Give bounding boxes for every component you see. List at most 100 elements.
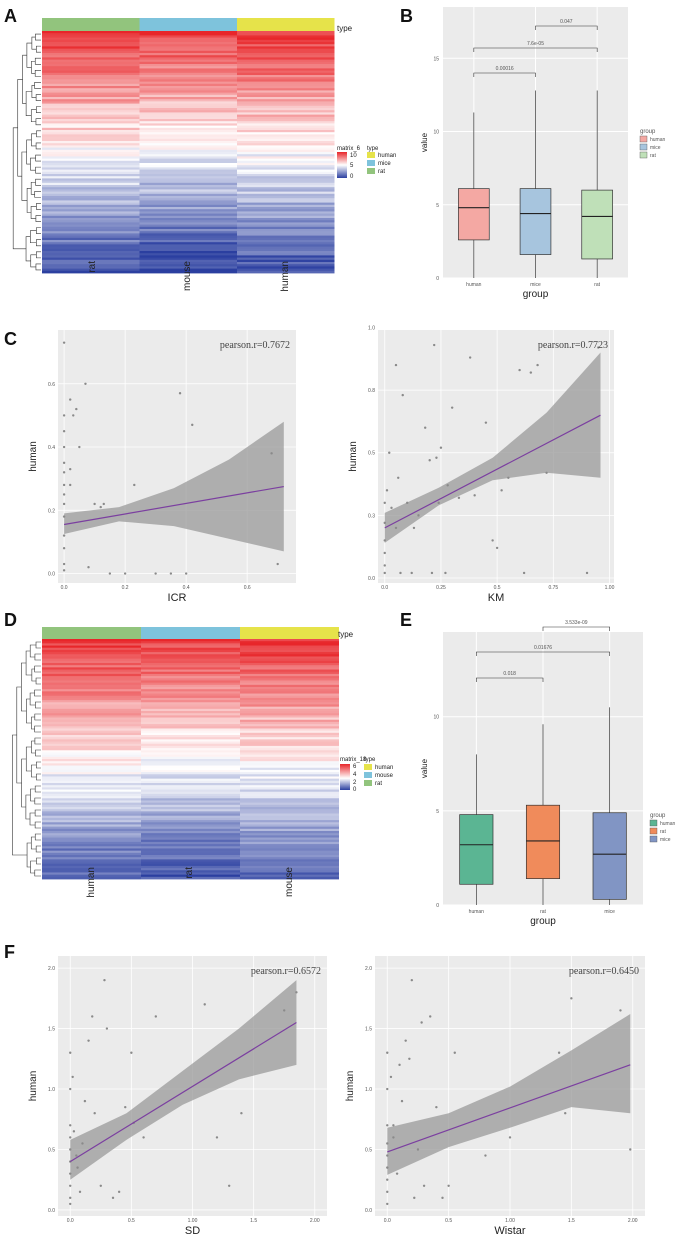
chart-E-pvalue: 0.01676 xyxy=(534,645,552,651)
chart-F1-pearson-annotation: pearson.r=0.6572 xyxy=(251,966,321,977)
chart-C2-ytick-label: 0.3 xyxy=(368,513,375,519)
chart-C1-point xyxy=(63,569,65,571)
heatA-dendro-branch xyxy=(22,152,27,200)
chart-C1-point xyxy=(109,572,111,574)
chart-F2-point xyxy=(386,1124,388,1126)
chart-F1-point xyxy=(71,1076,73,1078)
heatD-dendro-branch xyxy=(35,714,41,720)
chart-F2-point xyxy=(413,1197,415,1199)
heatA-dendro-branch xyxy=(31,61,35,73)
chart-F1-point xyxy=(100,1185,102,1187)
heatmap-a-colorbar xyxy=(337,152,347,178)
chart-F2-point xyxy=(396,1172,398,1174)
boxplot-b: 051015human mice rat0.000167.6e-050.047gro… xyxy=(420,7,666,300)
chart-C2-point xyxy=(402,394,404,396)
chart-C2-point xyxy=(431,572,433,574)
chart-C1-point xyxy=(63,547,65,549)
chart-F1-point xyxy=(87,1039,89,1041)
chart-C1-point xyxy=(270,452,272,454)
heatA-dendro-branch xyxy=(27,43,32,67)
chart-B-ylabel: value xyxy=(420,132,429,152)
heatA-dendro-branch xyxy=(35,34,41,40)
chart-F1-point xyxy=(69,1148,71,1150)
chart-F1-point xyxy=(283,1009,285,1011)
chart-F2-point xyxy=(386,1179,388,1181)
chart-C1-xtick-label: 0.6 xyxy=(244,585,251,591)
heatmap-d-legend-title: matrix_18 xyxy=(340,757,367,763)
chart-C2-ytick-label: 1.0 xyxy=(368,325,375,331)
chart-F1-point xyxy=(73,1130,75,1132)
heatA-dendro-branch xyxy=(36,107,41,113)
chart-F2-ytick-label: 0.0 xyxy=(365,1208,372,1214)
chart-F1-ytick-label: 2.0 xyxy=(48,966,55,972)
chart-F1-point xyxy=(76,1166,78,1168)
heatA-dendro-branch xyxy=(36,228,41,234)
chart-C2-point xyxy=(536,364,538,366)
chart-C2-point xyxy=(395,527,397,529)
chart-F2-point xyxy=(558,1052,560,1054)
heatD-dendro-branch xyxy=(35,726,41,732)
chart-C2-point xyxy=(386,489,388,491)
chart-F1-ytick-label: 1.0 xyxy=(48,1087,55,1093)
chart-B-box-mice xyxy=(520,189,551,255)
chart-E-legend-swatch-human xyxy=(650,820,657,826)
panel-label-a: A xyxy=(4,6,17,26)
chart-C1-point xyxy=(103,503,105,505)
heatA-dendro-branch xyxy=(36,264,41,270)
heatmap-d-legend-tick-3: 2 xyxy=(353,780,357,786)
chart-F2-point xyxy=(629,1148,631,1150)
chart-B-ytick-label: 5 xyxy=(436,203,439,209)
chart-C2-point xyxy=(485,421,487,423)
chart-C1-point xyxy=(87,566,89,568)
chart-C2-pearson-annotation: pearson.r=0.7723 xyxy=(538,340,608,351)
heatmap-d-annotation-bar xyxy=(42,627,339,639)
chart-F2-xtick-label: 1.5 xyxy=(568,1218,575,1224)
chart-B-xtick-label: mice xyxy=(530,282,541,288)
chart-F2-point xyxy=(408,1058,410,1060)
chart-C1-point xyxy=(69,398,71,400)
chart-F2-ylabel: human xyxy=(345,1071,356,1102)
heatmap-a-type-swatch-3 xyxy=(367,168,375,174)
chart-E-pvalue: 3.533e-09 xyxy=(565,620,588,626)
heatA-dendro-branch xyxy=(36,203,41,209)
heatmap-d-legend: matrix_18 6 4 2 0 type human mouse rat xyxy=(340,757,394,793)
chart-B-legend-swatch-rat xyxy=(640,152,647,158)
chart-F1-xtick-label: 0.0 xyxy=(67,1218,74,1224)
chart-C1-xlabel: ICR xyxy=(168,592,187,604)
chart-F1-point xyxy=(93,1112,95,1114)
heatmap-d-type-swatch-2 xyxy=(364,772,372,778)
heatmap-a-legend: matrix_6 10 5 0 type human mice rat xyxy=(337,146,396,180)
heatA-anno-cell-2 xyxy=(140,18,238,31)
heatmap-d-col-label-1: human xyxy=(86,867,97,898)
heatmap-a-type-label-2: mice xyxy=(378,161,391,167)
chart-B-box-rat xyxy=(582,190,613,259)
chart-E-xtick-label: rat xyxy=(540,909,546,915)
heatD-dendro-branch xyxy=(35,786,41,792)
chart-F1-point xyxy=(295,991,297,993)
chart-E-legend-label-human: human xyxy=(660,821,676,827)
chart-C1-point xyxy=(63,534,65,536)
chart-C1-pearson-annotation: pearson.r=0.7672 xyxy=(220,340,290,351)
chart-C1-point xyxy=(63,462,65,464)
heatD-dendro-branch xyxy=(21,663,26,711)
chart-F1-ytick-label: 0.0 xyxy=(48,1208,55,1214)
chart-C1-point xyxy=(133,484,135,486)
chart-F2-ytick-label: 1.0 xyxy=(365,1087,372,1093)
chart-B-legend-title: group xyxy=(640,129,656,135)
heatmap-a-type-label-3: rat xyxy=(378,169,385,175)
chart-C1-point xyxy=(78,446,80,448)
chart-C2-xtick-label: 0.75 xyxy=(548,585,558,591)
heatA-dendro-branch xyxy=(36,143,41,149)
chart-C2-point xyxy=(437,502,439,504)
heatD-dendro-branch xyxy=(35,654,41,660)
heatA-dendro-branch xyxy=(35,82,41,88)
chart-C2-point xyxy=(500,489,502,491)
chart-F1-point xyxy=(75,1154,77,1156)
chart-C1-point xyxy=(63,341,65,343)
chart-B-legend-label-human: human xyxy=(650,137,666,143)
chart-F2-xtick-label: 0.5 xyxy=(445,1218,452,1224)
chart-F2-point xyxy=(404,1039,406,1041)
heatmap-d-type-swatch-3 xyxy=(364,780,372,786)
heatmap-a-type-swatch-2 xyxy=(367,160,375,166)
chart-F2-point xyxy=(509,1136,511,1138)
